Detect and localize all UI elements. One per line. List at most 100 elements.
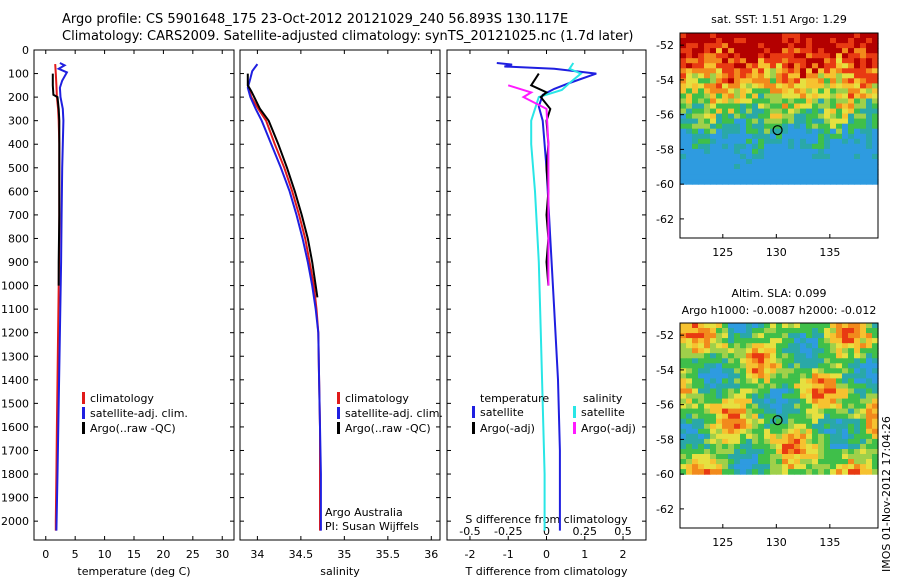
legend-label: climatology [345, 392, 409, 405]
y-tick-label: 0 [22, 44, 29, 57]
x-tick-label: 5 [72, 548, 79, 561]
y-tick-label: -54 [656, 364, 674, 377]
y-tick-label: 200 [8, 91, 29, 104]
map-frame [679, 322, 879, 529]
legend-swatch [82, 392, 85, 404]
x-axis-label: temperature (deg C) [77, 565, 190, 578]
map-title: sat. SST: 1.51 Argo: 1.29 [711, 13, 847, 26]
x-tick-label: 35 [337, 548, 351, 561]
annotation-text: Argo Australia [325, 506, 403, 519]
series-line-satellite-adj-clim- [55, 62, 69, 531]
y-tick-label: 1500 [1, 397, 29, 410]
sst-map-panel: -52 -54 -56 -58 -60 -62 125 130 135 sat. SST: 1.5… [656, 13, 879, 259]
legend-title-salinity: salinity [583, 392, 623, 405]
series-line-salinity-satellite [530, 62, 583, 531]
x2-tick-label: 0 [543, 525, 550, 538]
series-line-satellite-adj-clim- [246, 63, 322, 531]
y-tick-label: 1400 [1, 374, 29, 387]
y-tick-label: 1100 [1, 303, 29, 316]
x-tick-label: 36 [424, 548, 438, 561]
y-tick-label: -54 [656, 74, 674, 87]
y-tick-label: -56 [656, 399, 674, 412]
x2-tick-label: -0.5 [459, 525, 480, 538]
x-tick-label: 25 [186, 548, 200, 561]
argo-float-marker [772, 415, 783, 426]
y-tick-label: 1200 [1, 327, 29, 340]
series-line-argo-raw-qc- [246, 73, 319, 298]
legend-swatch [337, 422, 340, 434]
x2-tick-label: 0.5 [614, 525, 632, 538]
y-tick-label: 1700 [1, 444, 29, 457]
sla-map-panel: -52 -54 -56 -58 -60 -62 125 130 135 Altim. SLA: 0… [656, 287, 879, 549]
legend-swatch [82, 422, 85, 434]
legend-label: satellite [480, 406, 524, 419]
x2-tick-label: 0.25 [573, 525, 598, 538]
y-tick-label: -52 [656, 329, 674, 342]
map-frame [679, 32, 879, 239]
x-tick-label: -1 [503, 548, 514, 561]
y-tick-label: -62 [656, 213, 674, 226]
legend-swatch [337, 407, 340, 419]
y-tick-label: -62 [656, 503, 674, 516]
argo-float-marker [772, 125, 783, 136]
y-tick-label: 1000 [1, 280, 29, 293]
x-tick-label: -2 [464, 548, 475, 561]
legend-swatch [472, 422, 475, 434]
sla-field [680, 323, 879, 475]
y-tick-label: -58 [656, 143, 674, 156]
x-tick-label: 10 [98, 548, 112, 561]
y-tick-label: -60 [656, 468, 674, 481]
y-tick-label: 400 [8, 138, 29, 151]
y-tick-label: -52 [656, 39, 674, 52]
series-line-temperature-satellite [496, 62, 597, 531]
y-tick-label: 1300 [1, 350, 29, 363]
y-tick-label: -58 [656, 433, 674, 446]
x-tick-label: 15 [127, 548, 141, 561]
figure-title-line1: Argo profile: CS 5901648_175 23-Oct-2012… [62, 12, 569, 27]
x-tick-label: 125 [712, 246, 733, 259]
x-tick-label: 125 [712, 536, 733, 549]
x-tick-label: 0 [42, 548, 49, 561]
legend-swatch [82, 407, 85, 419]
map-title-line2: Argo h1000: -0.0087 h2000: -0.012 [682, 304, 877, 317]
legend-label: Argo(-adj) [480, 422, 535, 435]
y-tick-label: 900 [8, 256, 29, 269]
y-tick-label: 500 [8, 162, 29, 175]
y-tick-label: -56 [656, 109, 674, 122]
annotation-text: PI: Susan Wijffels [325, 520, 419, 533]
x-tick-label: 130 [766, 246, 787, 259]
figure-title-line2: Climatology: CARS2009. Satellite-adjuste… [62, 29, 634, 44]
x-tick-label: 1 [581, 548, 588, 561]
map-title-line1: Altim. SLA: 0.099 [731, 287, 826, 300]
x-tick-label: 30 [215, 548, 229, 561]
x-tick-label: 130 [766, 536, 787, 549]
temperature-panel: 0100200300400500600700800900100011001200… [1, 44, 235, 578]
x-tick-label: 135 [819, 536, 840, 549]
y-tick-label: 1800 [1, 468, 29, 481]
legend-label: satellite [581, 406, 625, 419]
y-tick-label: 2000 [1, 515, 29, 528]
y-tick-label: -60 [656, 178, 674, 191]
legend-label: climatology [90, 392, 154, 405]
salinity-panel: 34 34.5 35 35.5 36 salinity climatology satelli… [239, 49, 443, 578]
x2-axis-label: S difference from climatology [465, 513, 628, 526]
legend-swatch [472, 406, 475, 418]
legend-label: satellite-adj. clim. [90, 407, 188, 420]
x-tick-label: 20 [156, 548, 170, 561]
legend-label: Argo(..raw -QC) [345, 422, 431, 435]
y-tick-label: 700 [8, 209, 29, 222]
legend-label: Argo(-adj) [581, 422, 636, 435]
x-tick-label: 2 [620, 548, 627, 561]
legend-label: Argo(..raw -QC) [90, 422, 176, 435]
series-line-salinity-argo-adj- [507, 84, 550, 286]
difference-panel: -2 -1 0 1 2 -0.5 -0.25 0 0.25 0.5S difference fro… [446, 49, 647, 578]
y-tick-label: 600 [8, 185, 29, 198]
y-tick-label: 1600 [1, 421, 29, 434]
sst-field [680, 33, 879, 185]
x-tick-label: 34.5 [289, 548, 314, 561]
legend-swatch [573, 422, 576, 434]
y-tick-label: 1900 [1, 492, 29, 505]
y-tick-label: 100 [8, 68, 29, 81]
x-tick-label: 135 [819, 246, 840, 259]
